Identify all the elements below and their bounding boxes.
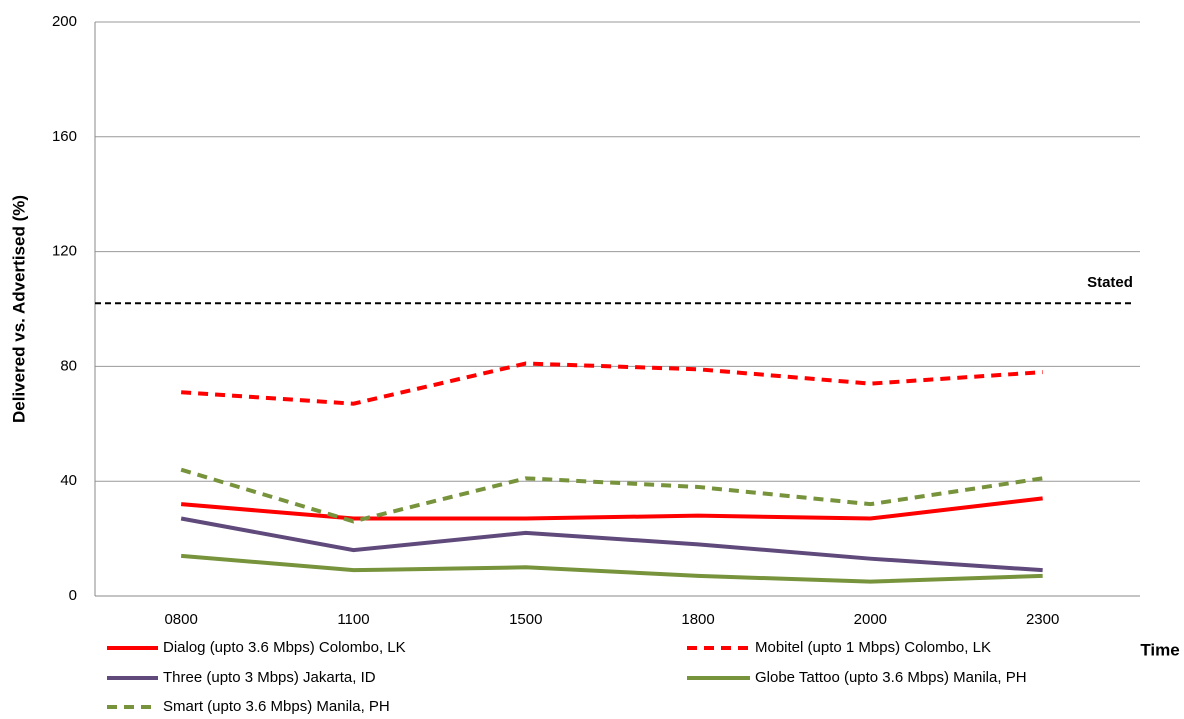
reference-label: Stated: [1087, 274, 1133, 291]
series-line: [180, 516, 1043, 573]
x-tick-label: 1500: [509, 611, 542, 628]
x-axis-label: Time: [1140, 640, 1179, 659]
series-line: [180, 553, 1043, 584]
series-line: [180, 496, 1043, 521]
y-tick-label: 200: [52, 13, 77, 30]
y-tick-label: 40: [60, 472, 77, 489]
legend-label: Smart (upto 3.6 Mbps) Manila, PH: [163, 698, 390, 715]
y-tick-label: 80: [60, 357, 77, 374]
x-tick-label: 1100: [337, 611, 369, 628]
series-line: [180, 467, 1043, 524]
legend-label: Mobitel (upto 1 Mbps) Colombo, LK: [755, 639, 991, 656]
legend-label: Dialog (upto 3.6 Mbps) Colombo, LK: [163, 639, 406, 656]
legend-label: Globe Tattoo (upto 3.6 Mbps) Manila, PH: [755, 669, 1027, 686]
y-tick-label: 120: [52, 243, 77, 260]
x-tick-label: 0800: [164, 611, 197, 628]
y-tick-label: 160: [52, 128, 77, 145]
x-tick-label: 2300: [1026, 611, 1059, 628]
legend-label: Three (upto 3 Mbps) Jakarta, ID: [163, 669, 376, 686]
x-tick-label: 2000: [854, 611, 887, 628]
x-tick-label: 1800: [681, 611, 714, 628]
y-tick-label: 0: [69, 587, 77, 604]
series-line: [181, 361, 1043, 406]
y-axis-label: Delivered vs. Advertised (%): [9, 195, 28, 423]
